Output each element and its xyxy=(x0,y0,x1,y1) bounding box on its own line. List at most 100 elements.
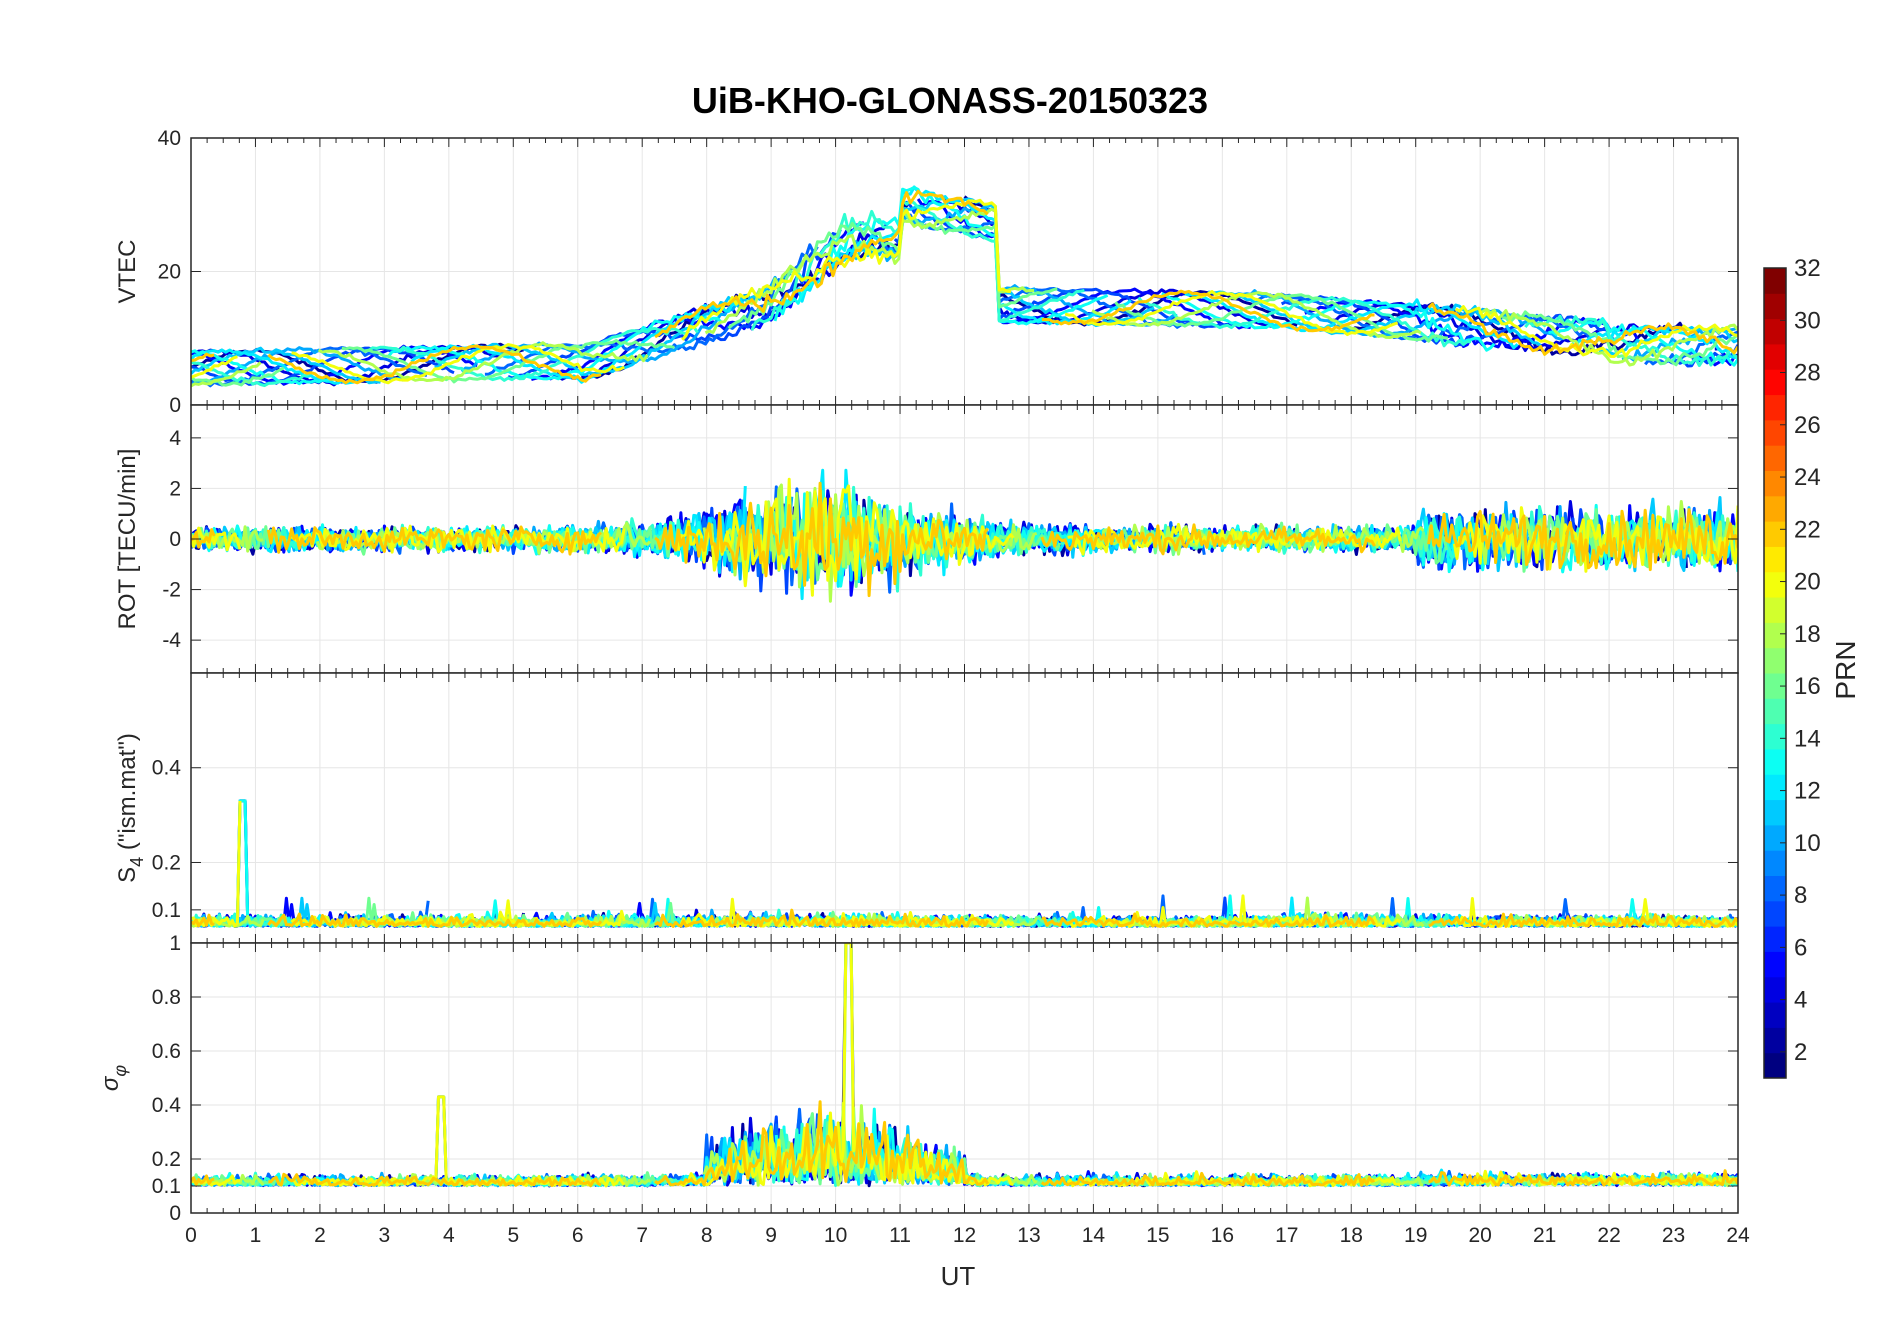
colorbar-tick-label: 16 xyxy=(1794,673,1821,700)
y-tick-label: 0.1 xyxy=(152,1175,181,1198)
colorbar-frame xyxy=(1763,267,1787,1079)
colorbar-tick-label: 8 xyxy=(1794,882,1807,909)
colorbar-tick-label: 30 xyxy=(1794,307,1821,334)
colorbar-segment xyxy=(1764,293,1786,320)
colorbar-segment xyxy=(1764,318,1786,345)
y-axis-label: σφ xyxy=(97,1065,130,1091)
y-tick-label: 0.6 xyxy=(152,1040,181,1063)
x-tick-label: 3 xyxy=(379,1224,391,1247)
colorbar-tick-label: 20 xyxy=(1794,569,1821,596)
x-tick-label: 0 xyxy=(185,1224,197,1247)
colorbar-segment xyxy=(1764,1002,1786,1028)
y-tick-label: 0 xyxy=(169,1202,181,1225)
x-tick-label: 21 xyxy=(1533,1224,1556,1247)
y-tick-label: -4 xyxy=(162,629,181,652)
y-axis-label: S4 ("ism.mat") xyxy=(114,733,147,883)
series-line xyxy=(191,896,1738,928)
colorbar-segment xyxy=(1764,597,1786,623)
x-tick-label: 22 xyxy=(1597,1224,1620,1247)
x-tick-label: 18 xyxy=(1340,1224,1363,1247)
x-tick-label: 15 xyxy=(1146,1224,1169,1247)
colorbar-segment xyxy=(1764,495,1786,522)
x-tick-label: 1 xyxy=(250,1224,262,1247)
colorbar-segment xyxy=(1764,748,1786,775)
x-tick-label: 17 xyxy=(1275,1224,1298,1247)
x-tick-label: 8 xyxy=(701,1224,713,1247)
y-axis-label: ROT [TECU/min] xyxy=(114,449,141,630)
colorbar-segment xyxy=(1764,698,1786,725)
y-tick-label: 0.4 xyxy=(152,1094,182,1117)
colorbar-label: PRN xyxy=(1830,640,1861,699)
y-axis-label: VTEC xyxy=(114,239,141,303)
series-line xyxy=(191,204,1738,387)
series-line xyxy=(191,908,1738,928)
colorbar-segment xyxy=(1764,622,1786,649)
colorbar-tick-label: 2 xyxy=(1794,1039,1807,1066)
colorbar-segment xyxy=(1764,926,1786,952)
series-line xyxy=(191,1100,1738,1188)
series-group xyxy=(191,799,1738,928)
colorbar-tick-label: 12 xyxy=(1794,778,1821,805)
colorbar-segment xyxy=(1764,723,1786,750)
colorbar-segment xyxy=(1764,470,1786,497)
colorbar-segment xyxy=(1764,419,1786,446)
colorbar-segment xyxy=(1764,394,1786,421)
colorbar-segment xyxy=(1764,875,1786,902)
colorbar-tick-label: 26 xyxy=(1794,412,1821,439)
series-line xyxy=(191,185,1738,386)
y-tick-label: 4 xyxy=(169,427,181,450)
x-tick-label: 4 xyxy=(443,1224,455,1247)
colorbar-tick-label: 28 xyxy=(1794,360,1821,387)
colorbar-segment xyxy=(1764,951,1786,978)
s4-panel: 0.1 0.2 0.4S4 ("ism.mat") xyxy=(114,672,1739,944)
vtec-panel: 0 20 40 VTEC xyxy=(114,127,1739,417)
colorbar-segment xyxy=(1764,1027,1786,1054)
colorbar-segment xyxy=(1764,850,1786,876)
x-tick-label: 11 xyxy=(889,1224,911,1247)
colorbar-segment xyxy=(1764,976,1786,1003)
series-line xyxy=(191,189,1738,385)
colorbar-segment xyxy=(1764,647,1786,674)
y-tick-label: -2 xyxy=(162,579,181,602)
y-tick-label: 20 xyxy=(158,261,181,284)
x-tick-label: 9 xyxy=(765,1224,777,1247)
colorbar-segment xyxy=(1764,343,1786,370)
colorbar-segment xyxy=(1764,824,1786,851)
colorbar-segment xyxy=(1764,799,1786,826)
colorbar-tick-label: 32 xyxy=(1794,255,1821,282)
x-axis-label: UT xyxy=(941,1261,976,1291)
colorbar-tick-label: 22 xyxy=(1794,516,1821,543)
x-tick-label: 2 xyxy=(314,1224,326,1247)
colorbar-tick-label: 18 xyxy=(1794,621,1821,648)
colorbar-segment xyxy=(1764,546,1786,573)
y-tick-label: 0.2 xyxy=(152,1148,181,1171)
x-tick-label: 6 xyxy=(572,1224,584,1247)
x-tick-label: 20 xyxy=(1468,1224,1491,1247)
colorbar-tick-label: 14 xyxy=(1794,725,1821,752)
colorbar-segment xyxy=(1764,369,1786,396)
y-tick-label: 40 xyxy=(158,127,181,150)
y-tick-label: 0.4 xyxy=(152,757,182,780)
colorbar-segment xyxy=(1764,571,1786,598)
colorbar-tick-label: 24 xyxy=(1794,464,1821,491)
x-tick-label: 13 xyxy=(1017,1224,1040,1247)
colorbar-segment xyxy=(1764,900,1786,927)
x-tick-label: 7 xyxy=(636,1224,648,1247)
x-axis-ticks: 0 1 2 3 4 5 6 7 8 9 10 11 12 13 14 15 16 17 18 19 20 21 22 23 24 xyxy=(185,1224,1750,1247)
chart-title: UiB-KHO-GLONASS-20150323 xyxy=(692,80,1208,121)
y-tick-label: 1 xyxy=(169,932,181,955)
series-group xyxy=(191,943,1738,1188)
colorbar-segment xyxy=(1764,445,1786,471)
y-tick-label: 0 xyxy=(169,394,181,417)
x-tick-label: 16 xyxy=(1211,1224,1234,1247)
x-tick-label: 24 xyxy=(1726,1224,1750,1247)
x-tick-label: 23 xyxy=(1662,1224,1685,1247)
colorbar-segment xyxy=(1764,1052,1786,1079)
x-tick-label: 12 xyxy=(953,1224,976,1247)
series-line xyxy=(191,198,1738,385)
x-tick-label: 19 xyxy=(1404,1224,1427,1247)
series-line xyxy=(191,207,1738,387)
rot-panel: -4 -2 0 2 4 ROT [TECU/min] xyxy=(114,404,1739,674)
